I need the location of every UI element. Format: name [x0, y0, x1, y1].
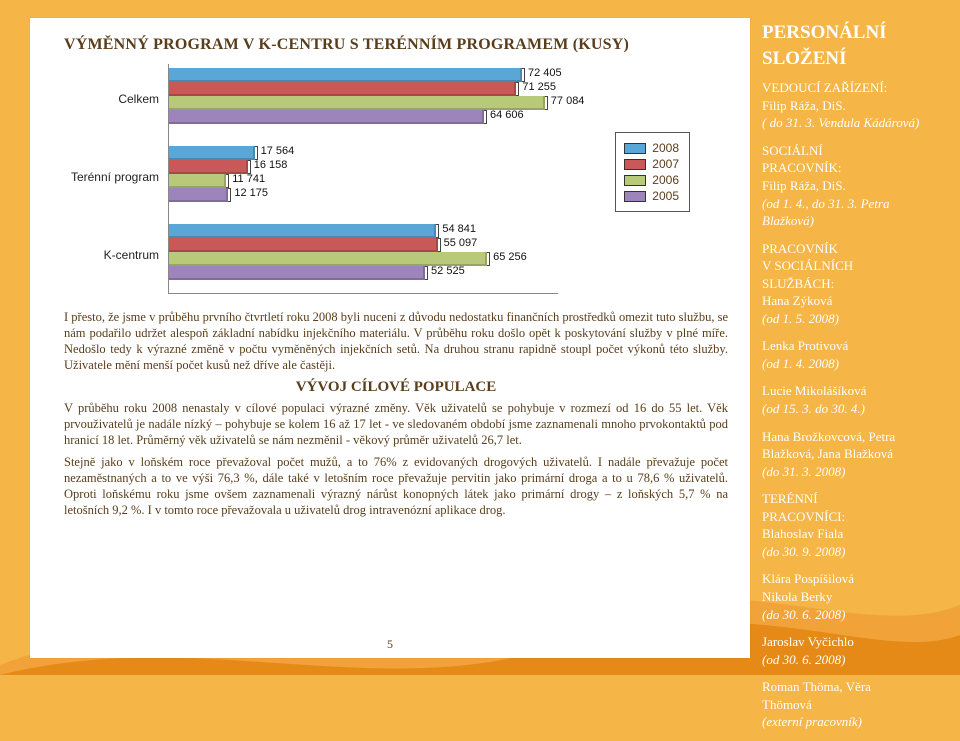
exchange-chart: Celkem Terénní program K-centrum 72 405 71 …: [64, 64, 694, 299]
sidebar-note: ( do 31. 3. Vendula Kádárová): [762, 114, 942, 132]
subheading: VÝVOJ CÍLOVÉ POPULACE: [64, 379, 728, 396]
sidebar: PERSONÁLNÍ SLOŽENÍ VEDOUCÍ ZAŘÍZENÍ:Fili…: [762, 20, 942, 741]
sidebar-line: Filip Ráža, DiS.: [762, 97, 942, 115]
sidebar-note: (od 1. 4. 2008): [762, 355, 942, 373]
sidebar-block: Hana Brožkovcová, PetraBlažková, Jana Bl…: [762, 428, 942, 481]
sidebar-line: Nikola Berky: [762, 588, 942, 606]
sidebar-line: Jaroslav Vyčichlo: [762, 633, 942, 651]
chart-bar-value: 64 606: [490, 109, 524, 121]
sidebar-line: PRACOVNÍK: [762, 240, 942, 258]
legend-swatch: [624, 175, 646, 186]
sidebar-line: PRACOVNÍK:: [762, 159, 942, 177]
sidebar-block: VEDOUCÍ ZAŘÍZENÍ:Filip Ráža, DiS.( do 31…: [762, 79, 942, 132]
chart-group-label: K-centrum: [104, 248, 159, 262]
sidebar-title-1: PERSONÁLNÍ: [762, 22, 887, 43]
legend-swatch: [624, 143, 646, 154]
sidebar-block: Jaroslav Vyčichlo(od 30. 6. 2008): [762, 633, 942, 668]
chart-bar-value: 55 097: [444, 237, 478, 249]
chart-bar-value: 52 525: [431, 265, 465, 277]
sidebar-block: PRACOVNÍKV SOCIÁLNÍCHSLUŽBÁCH:Hana Zýkov…: [762, 240, 942, 328]
sidebar-line: Thömová: [762, 696, 942, 714]
paragraph-2: V průběhu roku 2008 nenastaly v cílové p…: [64, 400, 728, 448]
chart-group-label: Terénní program: [71, 170, 159, 184]
sidebar-line: Hana Zýková: [762, 292, 942, 310]
sidebar-note: (od 1. 4., do 31. 3. Petra Blažková): [762, 195, 942, 230]
sidebar-line: Lenka Protivová: [762, 337, 942, 355]
legend-item: 2008: [624, 141, 679, 155]
sidebar-line: SOCIÁLNÍ: [762, 142, 942, 160]
sidebar-line: Roman Thöma, Věra: [762, 678, 942, 696]
sidebar-line: Blahoslav Fiala: [762, 525, 942, 543]
legend-item: 2005: [624, 189, 679, 203]
sidebar-note: (do 30. 6. 2008): [762, 606, 942, 624]
sidebar-line: VEDOUCÍ ZAŘÍZENÍ:: [762, 79, 942, 97]
sidebar-note: (do 31. 3. 2008): [762, 463, 942, 481]
legend-label: 2005: [652, 189, 679, 203]
sidebar-note: (od 1. 5. 2008): [762, 310, 942, 328]
sidebar-title-2: SLOŽENÍ: [762, 48, 846, 69]
sidebar-block: Lucie Mikolášíková(od 15. 3. do 30. 4.): [762, 382, 942, 417]
legend-label: 2007: [652, 157, 679, 171]
sidebar-block: SOCIÁLNÍPRACOVNÍK:Filip Ráža, DiS.(od 1.…: [762, 142, 942, 230]
chart-bar-value: 72 405: [528, 67, 562, 79]
chart-group-label: Celkem: [118, 92, 159, 106]
sidebar-note: (od 15. 3. do 30. 4.): [762, 400, 942, 418]
sidebar-block: Lenka Protivová(od 1. 4. 2008): [762, 337, 942, 372]
sidebar-block: Klára PospíšilováNikola Berky(do 30. 6. …: [762, 570, 942, 623]
sidebar-note: (externí pracovník): [762, 713, 942, 731]
chart-bar-value: 77 084: [551, 95, 585, 107]
legend-swatch: [624, 159, 646, 170]
sidebar-note: (do 30. 9. 2008): [762, 543, 942, 561]
page-title: VÝMĚNNÝ PROGRAM V K-CENTRU S TERÉNNÍM PR…: [64, 36, 728, 54]
sidebar-block: TERÉNNÍPRACOVNÍCI:Blahoslav Fiala(do 30.…: [762, 490, 942, 560]
chart-bar-value: 17 564: [261, 145, 295, 157]
sidebar-line: Klára Pospíšilová: [762, 570, 942, 588]
chart-bar-value: 65 256: [493, 251, 527, 263]
chart-bar-value: 71 255: [522, 81, 556, 93]
paragraph-1: I přesto, že jsme v průběhu prvního čtvr…: [64, 309, 728, 373]
sidebar-line: Lucie Mikolášíková: [762, 382, 942, 400]
sidebar-line: Filip Ráža, DiS.: [762, 177, 942, 195]
paragraph-3: Stejně jako v loňském roce převažoval po…: [64, 454, 728, 518]
legend-label: 2008: [652, 141, 679, 155]
legend-item: 2007: [624, 157, 679, 171]
sidebar-line: Hana Brožkovcová, Petra: [762, 428, 942, 446]
sidebar-line: SLUŽBÁCH:: [762, 275, 942, 293]
chart-bar-value: 12 175: [234, 187, 268, 199]
sidebar-line: Blažková, Jana Blažková: [762, 445, 942, 463]
legend-swatch: [624, 191, 646, 202]
chart-bar-value: 16 158: [254, 159, 288, 171]
sidebar-title: PERSONÁLNÍ SLOŽENÍ: [762, 20, 942, 71]
page: VÝMĚNNÝ PROGRAM V K-CENTRU S TERÉNNÍM PR…: [30, 18, 750, 658]
sidebar-line: V SOCIÁLNÍCH: [762, 257, 942, 275]
chart-bars: 72 40571 25577 08464 60617 56416 15811 7…: [168, 64, 558, 294]
sidebar-block: Roman Thöma, VěraThömová(externí pracovn…: [762, 678, 942, 731]
sidebar-line: TERÉNNÍ: [762, 490, 942, 508]
chart-bar-value: 11 741: [232, 173, 265, 185]
legend-item: 2006: [624, 173, 679, 187]
chart-bar-value: 54 841: [442, 223, 476, 235]
legend-label: 2006: [652, 173, 679, 187]
sidebar-line: PRACOVNÍCI:: [762, 508, 942, 526]
sidebar-note: (od 30. 6. 2008): [762, 651, 942, 669]
chart-legend: 2008 2007 2006 2005: [615, 132, 690, 212]
page-number: 5: [30, 637, 750, 652]
